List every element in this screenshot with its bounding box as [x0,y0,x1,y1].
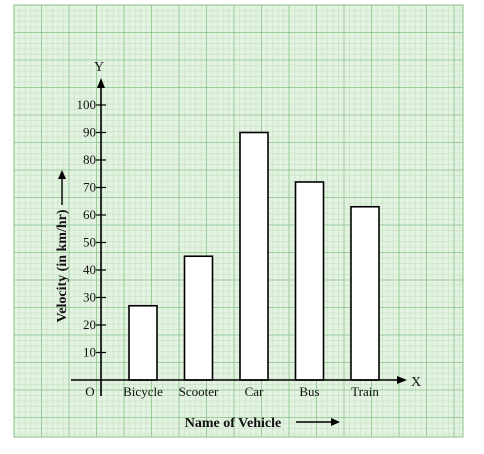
x-tick-label: Train [351,384,379,399]
axes [71,78,407,396]
y-tick-label: 30 [83,290,96,305]
y-tick-label: 20 [83,317,96,332]
x-tick-label: Scooter [179,384,219,399]
bar-train [350,205,380,381]
bar-scooter [183,255,214,381]
y-axis-letter: Y [94,60,104,75]
y-tick-label: 10 [83,345,96,360]
bar-bus [294,181,325,381]
x-axis-arrowhead [397,376,407,384]
x-tick-labels: Bicycle Scooter Car Bus Train [123,384,379,399]
y-tick-label: 60 [83,207,96,222]
y-tick-label: 50 [83,235,96,250]
x-tick-label: Bicycle [123,384,163,399]
y-axis-title-arrow [58,170,66,205]
y-axis-title: Velocity (in km/hr) [55,209,70,322]
y-tick-label: 40 [83,262,96,277]
bar-bicycle [128,304,158,381]
x-axis-title: Name of Vehicle [185,416,281,431]
y-tick-label: 90 [83,125,96,140]
bar-car [239,131,269,381]
y-axis-arrowhead [97,78,105,88]
graph-paper-background [13,4,464,438]
x-tick-label: Bus [299,384,319,399]
bars [128,131,380,381]
y-tick-label: 80 [83,152,96,167]
x-axis-title-arrow [296,418,340,426]
y-tick-label: 70 [83,180,96,195]
x-tick-label: Car [245,384,264,399]
y-tick-labels: 10 20 30 40 50 60 70 80 90 100 [77,97,106,360]
x-axis-letter: X [411,375,421,390]
y-tick-label: 100 [77,97,97,112]
origin-label: O [85,384,94,399]
